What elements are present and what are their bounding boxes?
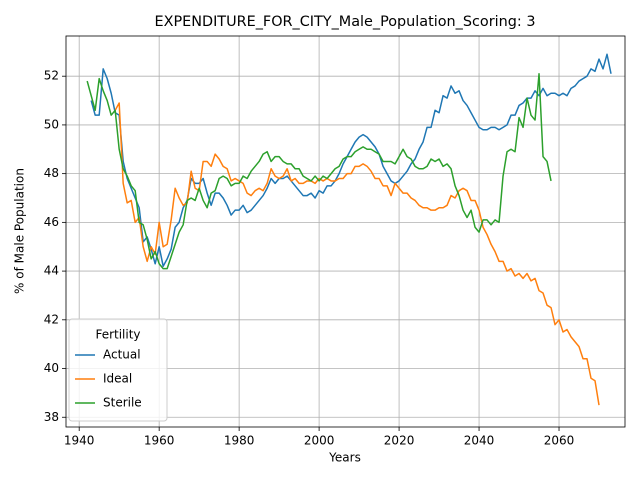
x-tick-label: 2000 [304, 434, 335, 448]
y-tick-label: 42 [44, 312, 59, 326]
lines [86, 53, 612, 406]
y-axis-label: % of Male Population [13, 168, 27, 294]
legend-label: Sterile [103, 396, 142, 410]
x-tick-label: 2040 [464, 434, 495, 448]
y-tick-label: 38 [44, 410, 59, 424]
data-line [114, 102, 600, 406]
legend-title: Fertility [95, 328, 140, 342]
chart-title: EXPENDITURE_FOR_CITY_Male_Population_Sco… [155, 14, 536, 30]
legend-box [68, 318, 168, 422]
plot-frame [65, 35, 626, 428]
legend-label: Ideal [103, 372, 132, 386]
y-tick-label: 40 [44, 361, 59, 375]
x-tick-label: 1980 [224, 434, 255, 448]
y-tick-label: 46 [44, 215, 59, 229]
x-axis-label: Years [328, 451, 361, 465]
y-tick-label: 52 [44, 69, 59, 83]
legend: Fertility Actual Ideal Sterile [68, 318, 168, 422]
x-tick-label: 1940 [64, 434, 95, 448]
x-tick-label: 1960 [144, 434, 175, 448]
y-tick-label: 44 [44, 264, 59, 278]
x-tick-label: 2060 [544, 434, 575, 448]
x-tick-label: 2020 [384, 434, 415, 448]
legend-label: Actual [103, 348, 141, 362]
data-line [86, 73, 552, 270]
y-tick-label: 50 [44, 117, 59, 131]
data-line [90, 53, 612, 267]
y-tick-label: 48 [44, 166, 59, 180]
